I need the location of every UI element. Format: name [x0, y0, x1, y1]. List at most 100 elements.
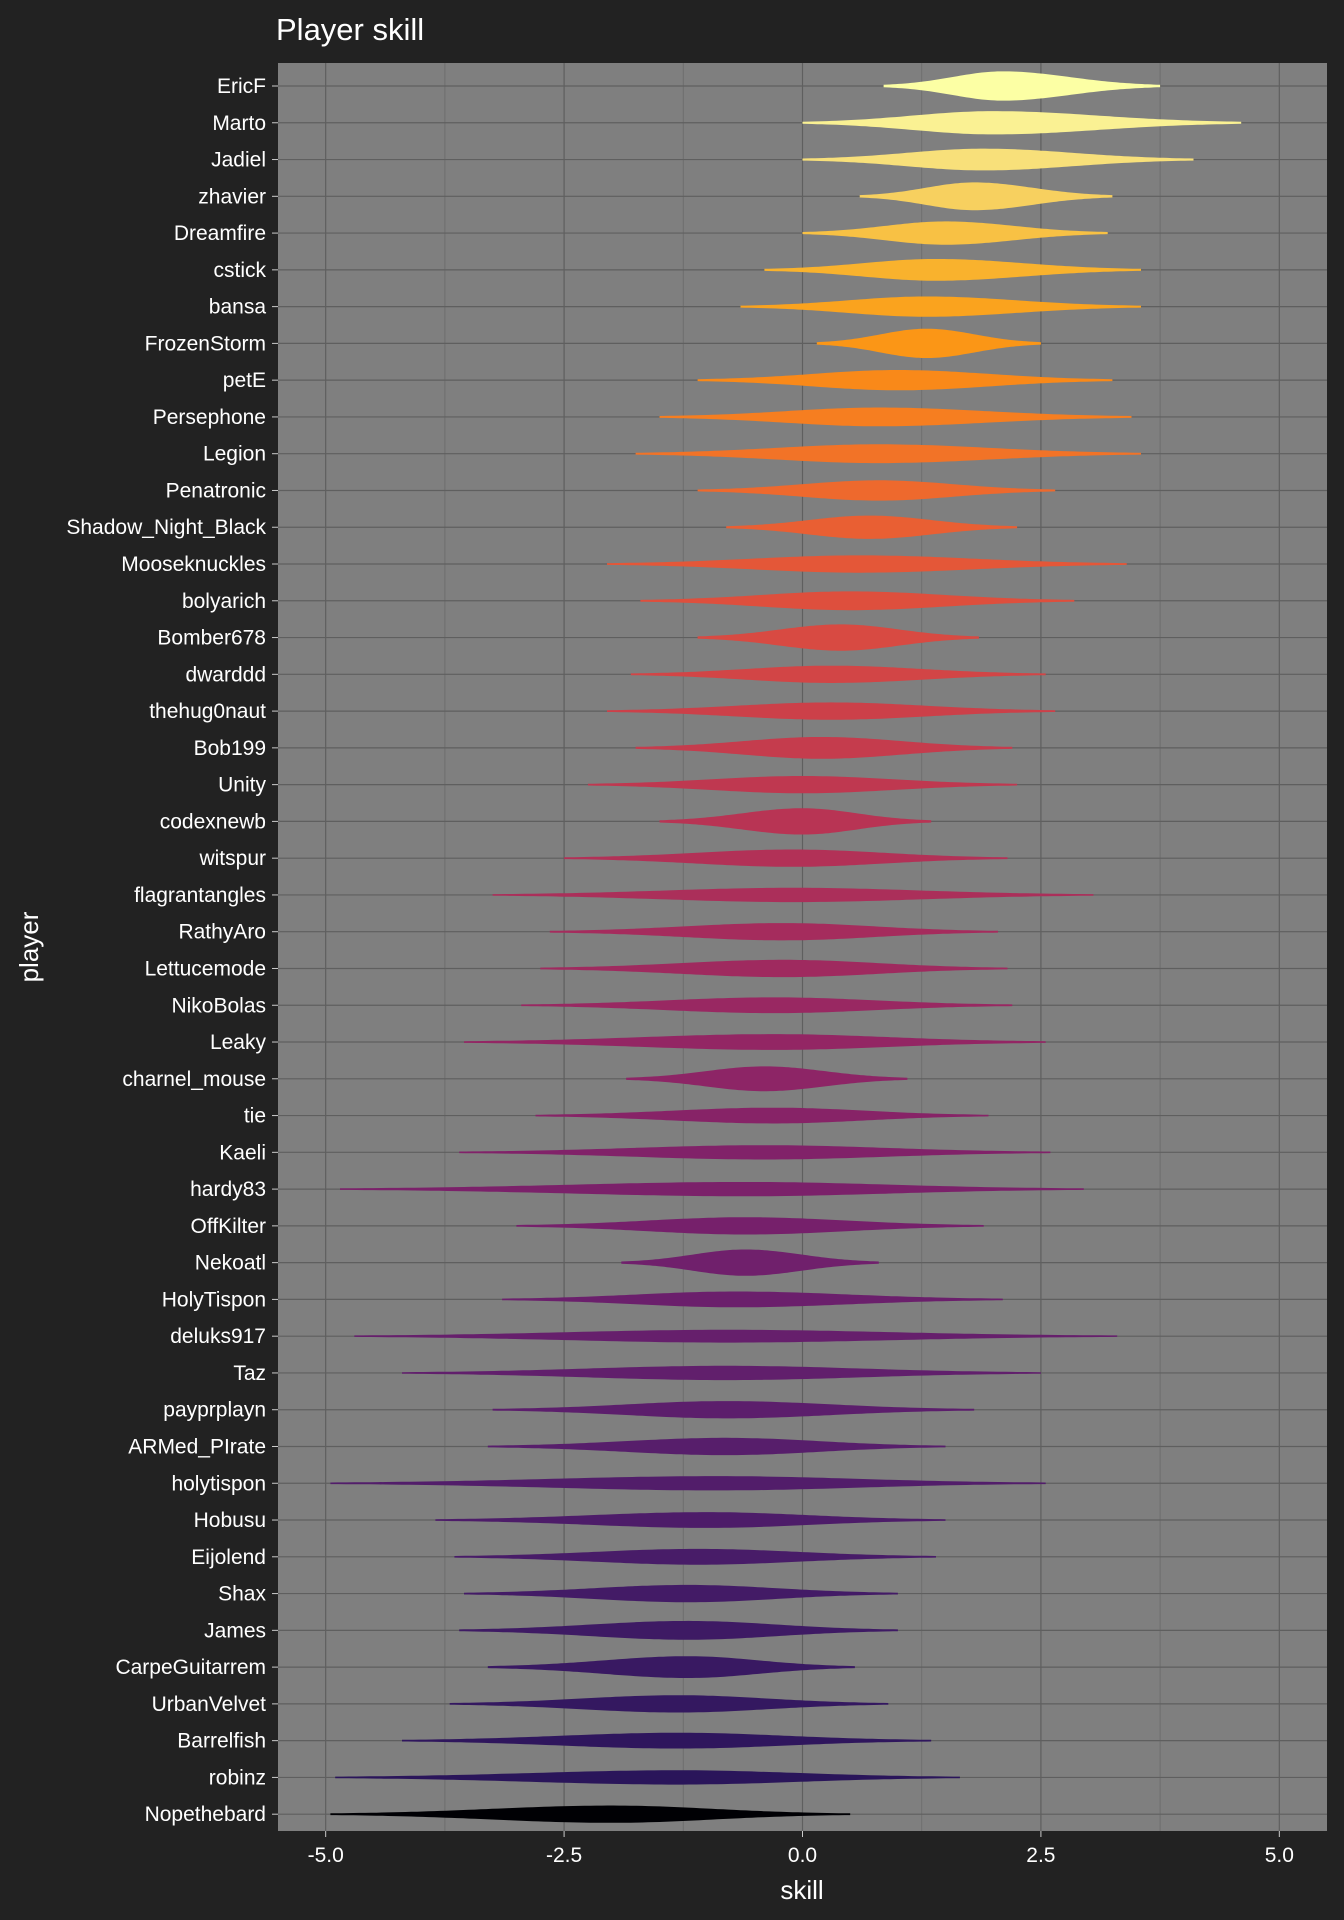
violin-Leaky	[464, 1034, 1046, 1050]
y-tick-label: Shadow_Night_Black	[66, 516, 266, 539]
violin-Eijolend	[454, 1548, 936, 1565]
violin-Nopethebard	[330, 1805, 851, 1823]
x-tick-label: -2.5	[546, 1844, 582, 1867]
violin-holytispon	[330, 1476, 1046, 1491]
y-tick-label: Hobusu	[194, 1509, 266, 1532]
violin-flagrantangles	[492, 887, 1094, 903]
x-axis-ticks: -5.0 -2.5 0.0 2.5 5.0	[308, 1831, 1294, 1867]
violin-OffKilter	[516, 1217, 984, 1235]
y-tick-label: Mooseknuckles	[121, 553, 266, 576]
violin-hardy83	[340, 1182, 1084, 1197]
y-tick-label: NikoBolas	[171, 994, 266, 1017]
y-tick-label: witspur	[198, 847, 266, 870]
violin-NikoBolas	[521, 997, 1013, 1014]
violin-UrbanVelvet	[449, 1695, 889, 1713]
violin-Shax	[464, 1584, 898, 1603]
y-tick-label: cstick	[214, 259, 267, 282]
y-tick-label: Dreamfire	[174, 222, 266, 245]
y-tick-label: James	[204, 1619, 266, 1642]
violin-deluks917	[354, 1329, 1118, 1343]
y-tick-label: Taz	[233, 1362, 266, 1385]
violin-Kaeli	[459, 1145, 1051, 1160]
violin-thehug0naut	[607, 702, 1056, 720]
y-tick-label: Nekoatl	[195, 1252, 266, 1275]
y-tick-label: Jadiel	[211, 149, 266, 172]
y-tick-label: thehug0naut	[149, 700, 266, 723]
violin-Hobusu	[435, 1512, 946, 1528]
y-tick-label: OffKilter	[191, 1215, 266, 1238]
violin-Legion	[635, 444, 1141, 464]
x-tick-label: 2.5	[1026, 1844, 1055, 1867]
violin-CarpeGuitarrem	[487, 1656, 855, 1678]
violin-Nekoatl	[621, 1249, 879, 1276]
y-tick-label: CarpeGuitarrem	[115, 1656, 266, 1679]
y-tick-label: petE	[223, 369, 266, 392]
violins	[330, 71, 1242, 1823]
y-axis-ticks: EricF Marto Jadiel zhavier Dreamfire cstick ba…	[66, 75, 278, 1826]
y-tick-label: Unity	[218, 774, 266, 797]
violin-bolyarich	[640, 591, 1075, 611]
violin-Bomber678	[697, 624, 979, 651]
y-tick-label: Shax	[218, 1583, 266, 1606]
chart-title: Player skill	[276, 12, 424, 47]
x-tick-label: -5.0	[308, 1844, 344, 1867]
violin-dwarddd	[630, 665, 1046, 683]
violin-Marto	[802, 111, 1242, 135]
violin-RathyAro	[549, 923, 998, 941]
y-tick-label: bolyarich	[182, 590, 266, 613]
y-tick-label: robinz	[209, 1766, 266, 1789]
violin-HolyTispon	[502, 1291, 1003, 1308]
y-tick-label: flagrantangles	[134, 884, 266, 907]
y-tick-label: ARMed_PIrate	[128, 1435, 266, 1458]
y-tick-label: Marto	[212, 112, 266, 135]
violin-Persephone	[659, 407, 1132, 427]
y-tick-label: UrbanVelvet	[152, 1693, 267, 1716]
y-tick-label: hardy83	[190, 1178, 266, 1201]
violin-James	[459, 1620, 898, 1640]
y-tick-label: tie	[244, 1105, 266, 1128]
y-tick-label: EricF	[217, 75, 266, 98]
violin-cstick	[764, 259, 1141, 281]
violin-payprplayn	[492, 1401, 975, 1419]
y-axis-title: player	[14, 911, 44, 982]
violin-EricF	[883, 71, 1161, 101]
y-tick-label: payprplayn	[163, 1399, 266, 1422]
violin-robinz	[335, 1770, 960, 1785]
x-tick-label: 0.0	[788, 1844, 817, 1867]
y-tick-label: Persephone	[153, 406, 266, 429]
y-tick-label: Lettucemode	[145, 957, 266, 980]
violin-Mooseknuckles	[607, 555, 1127, 573]
y-tick-label: Leaky	[210, 1031, 267, 1054]
y-tick-label: HolyTispon	[162, 1288, 266, 1311]
y-tick-label: Bob199	[194, 737, 266, 760]
y-tick-label: deluks917	[170, 1325, 266, 1348]
violin-Lettucemode	[540, 959, 1008, 978]
y-tick-label: codexnewb	[160, 810, 266, 833]
violin-petE	[697, 370, 1113, 391]
violin-witspur	[564, 849, 1008, 867]
violin-ARMed_PIrate	[487, 1437, 946, 1456]
violin-charnel_mouse	[626, 1066, 908, 1092]
y-tick-label: Legion	[203, 443, 266, 466]
y-tick-label: bansa	[209, 296, 267, 319]
violin-Jadiel	[802, 148, 1194, 171]
y-tick-label: FrozenStorm	[145, 332, 266, 355]
y-tick-label: Barrelfish	[177, 1730, 266, 1753]
y-tick-label: Eijolend	[191, 1546, 266, 1569]
violin-Taz	[402, 1365, 1041, 1381]
y-tick-label: RathyAro	[178, 921, 266, 944]
y-tick-label: charnel_mouse	[122, 1068, 266, 1091]
violin-zhavier	[859, 182, 1113, 211]
y-tick-label: Kaeli	[219, 1141, 266, 1164]
y-tick-label: dwarddd	[185, 663, 266, 686]
violin-Dreamfire	[802, 221, 1108, 245]
violin-codexnewb	[659, 808, 932, 835]
violin-Barrelfish	[402, 1732, 932, 1749]
y-tick-label: holytispon	[171, 1472, 266, 1495]
violin-tie	[535, 1107, 989, 1124]
violin-Bob199	[635, 737, 1013, 759]
violin-Penatronic	[697, 480, 1056, 501]
violin-FrozenStorm	[816, 328, 1041, 358]
violin-Shadow_Night_Black	[726, 515, 1018, 539]
